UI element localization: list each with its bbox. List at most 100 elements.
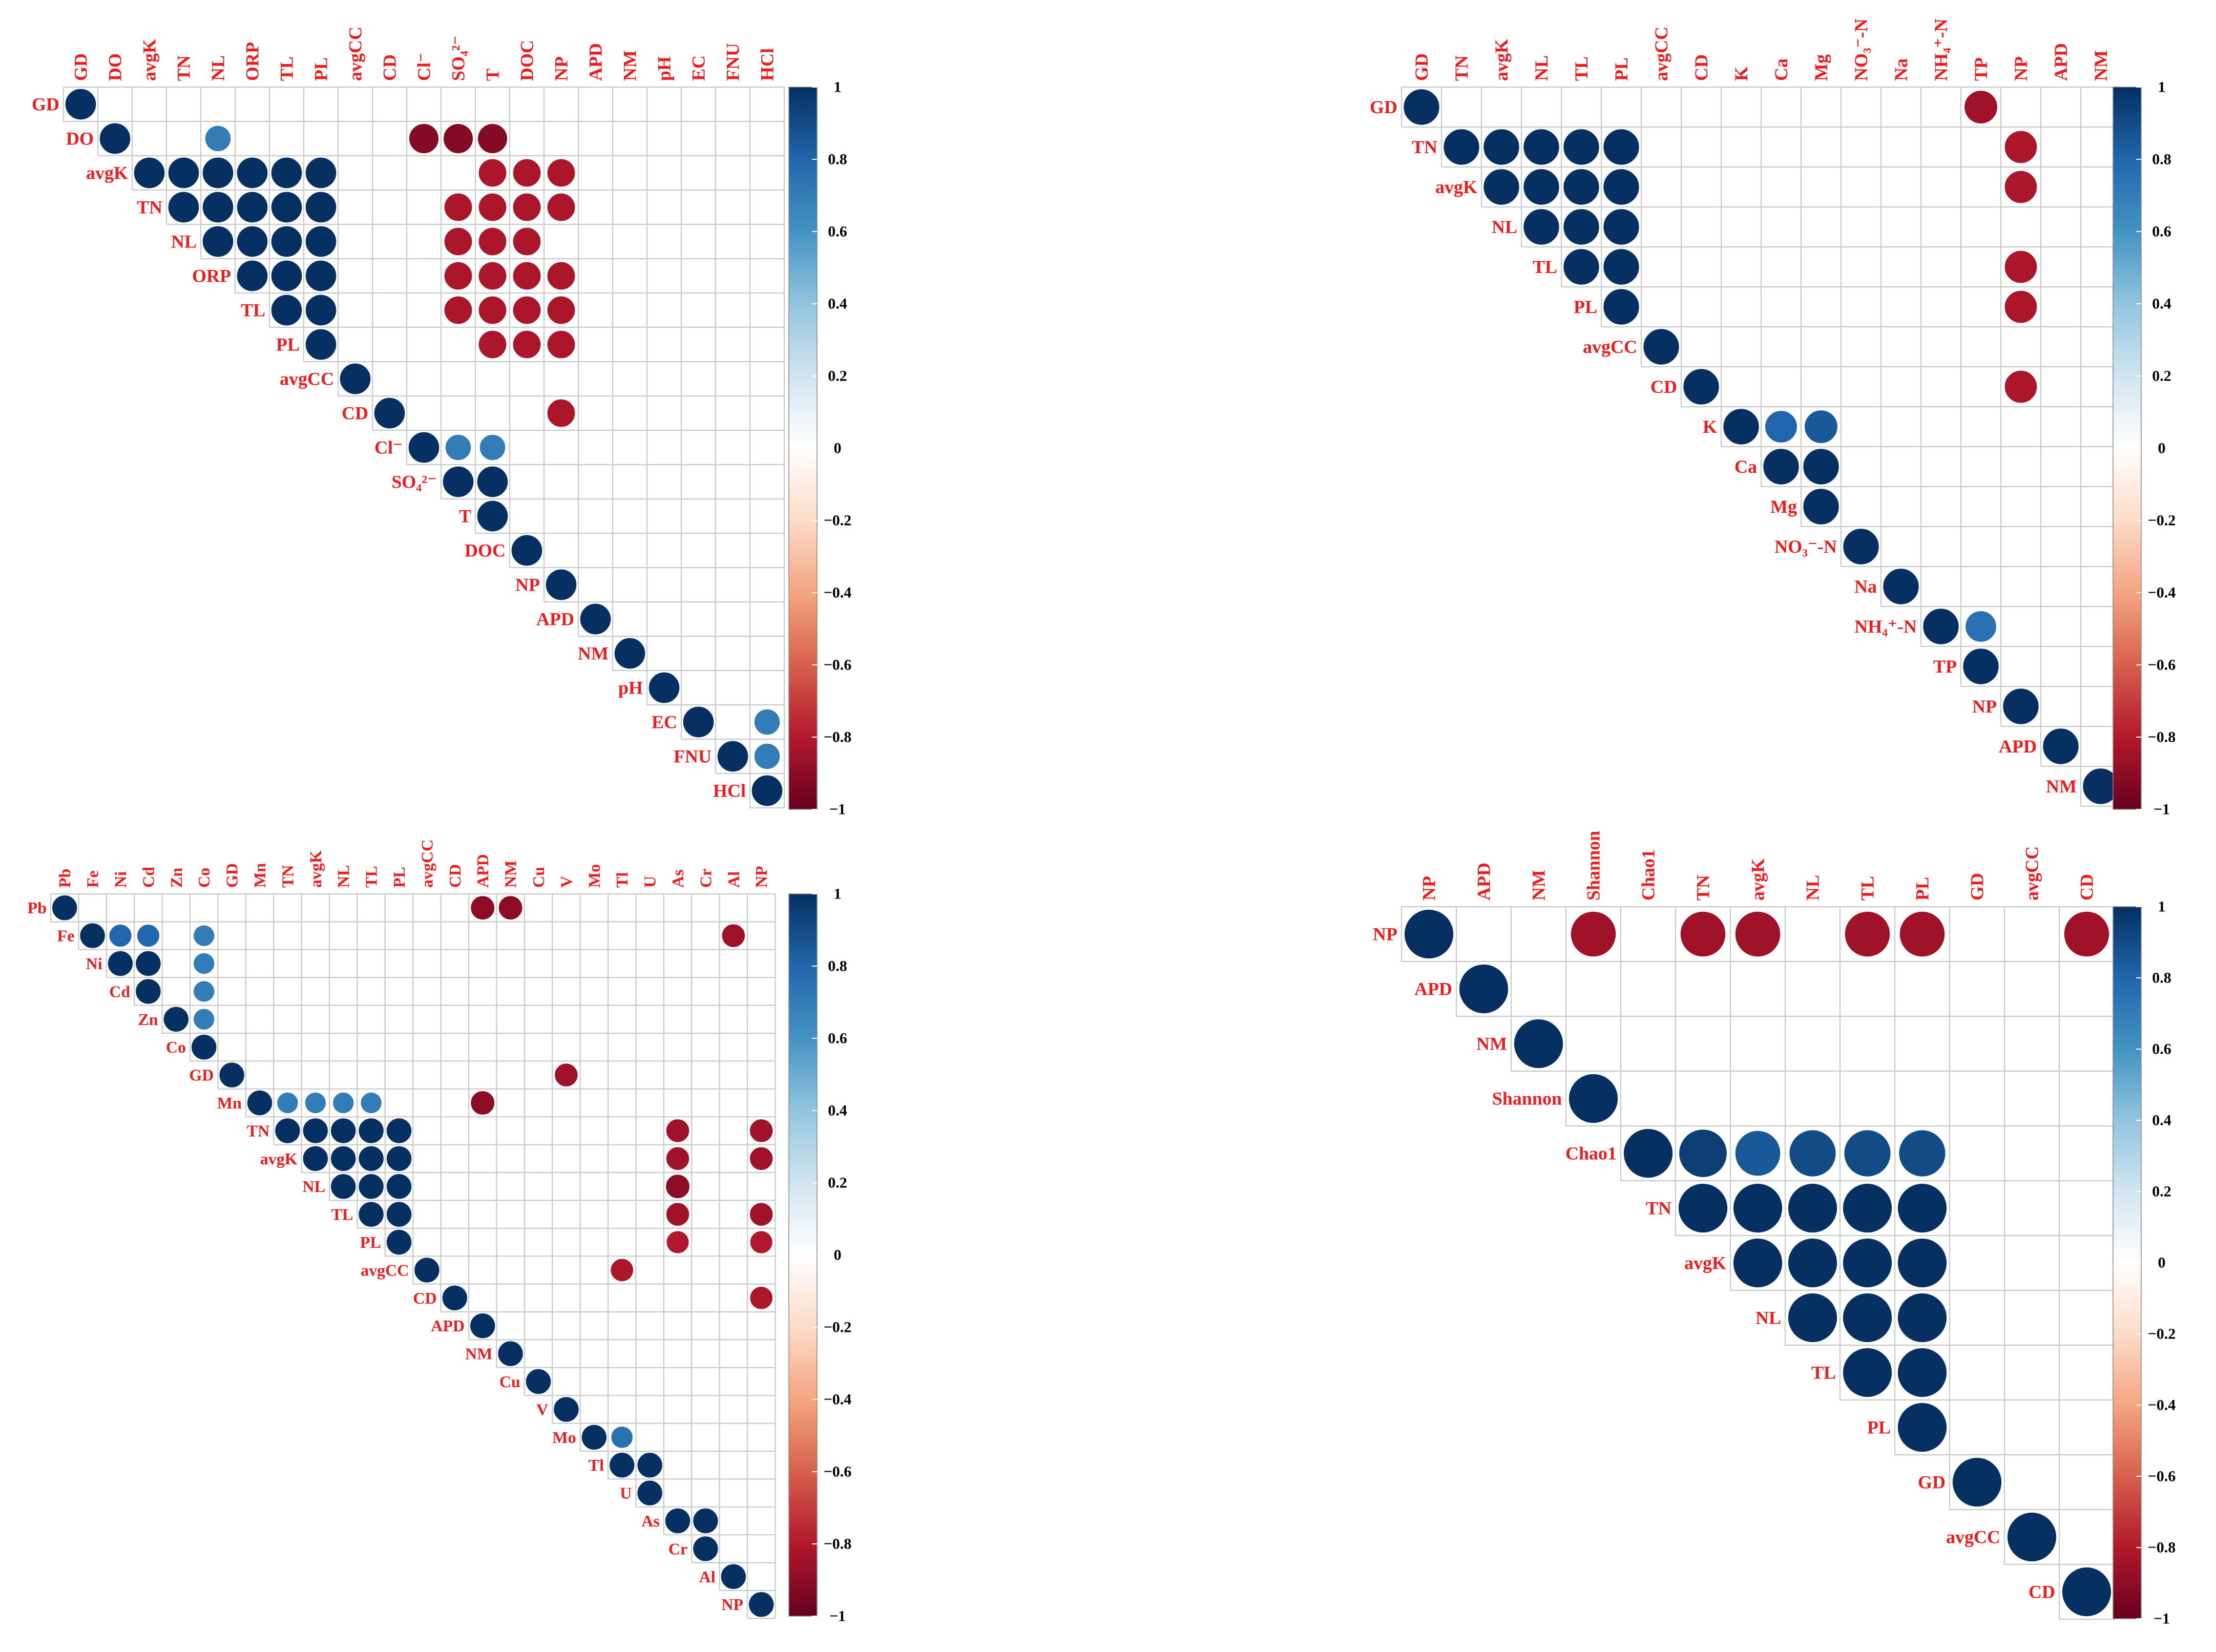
col-label-nl: NL [208, 55, 228, 81]
colorbar-tick-label: −0.4 [824, 1391, 852, 1408]
row-label-nl: NL [303, 1177, 325, 1196]
corr-circle-nh-n-nh-n [1921, 607, 1960, 646]
corr-circle-nh-n-tp [1964, 610, 1998, 643]
corr-circle-nl-tl [1841, 1291, 1894, 1344]
col-label-cd: CD [2077, 874, 2097, 901]
corr-circle-nl-nl [330, 1173, 357, 1200]
col-label-chao1: Chao1 [1638, 849, 1659, 901]
row-label-cd: CD [342, 403, 368, 424]
corr-circle-ca-ca [1762, 447, 1801, 486]
row-label-avgcc: avgCC [280, 369, 334, 389]
row-label-avgcc: avgCC [1583, 337, 1637, 357]
row-label-mo: Mo [552, 1428, 576, 1447]
row-labels: GD DO avgK TN NL ORP TL PL avgCC CD Cl⁻ SO₄²⁻ T DOC NP… [32, 94, 746, 801]
corr-circle-tl-tl [609, 1452, 636, 1479]
corr-circle-tp-tp [1961, 647, 2000, 686]
row-label-avgcc: avgCC [361, 1261, 409, 1279]
corr-circle-avgk-t [477, 158, 508, 188]
col-label-apd: APD [473, 854, 492, 888]
colorbar-tick-label: −0.6 [824, 1463, 852, 1480]
corr-circle-cu-cu [525, 1368, 552, 1395]
corr-circle-avgk-pl [1602, 168, 1641, 206]
col-label-v: V [557, 876, 575, 888]
row-label-so: SO₄²⁻ [391, 472, 437, 492]
col-label-tn: TN [1693, 875, 1713, 901]
col-label-pl: PL [311, 57, 331, 81]
corr-circle-al-al [720, 1563, 747, 1590]
column-labels: GD TN avgK NL TL PL avgCC CD K Ca Mg NO₃⁻-N Na NH₄⁺-N… [1411, 18, 2111, 81]
colorbar-tick-label: −0.4 [2148, 1397, 2176, 1414]
corr-circle-cl-so [444, 433, 472, 462]
colorbar-tick-label: 0.4 [2152, 296, 2171, 312]
corr-circle-np-np [2001, 687, 2040, 726]
corr-circle-pb-nm [498, 895, 524, 921]
corr-circle-tn-avgk [1482, 128, 1521, 166]
col-label-apd: APD [2051, 43, 2071, 81]
col-label-avgcc: avgCC [345, 27, 366, 81]
col-label-apd: APD [1474, 863, 1494, 901]
row-label-cl: Cl⁻ [374, 437, 403, 458]
corr-circle-chao1-avgk [1733, 1129, 1782, 1178]
row-label-nl: NL [1755, 1308, 1781, 1328]
corr-circle-tl-pl [304, 294, 338, 327]
col-label-doc: DOC [517, 40, 537, 81]
corr-circle-pl-np [2003, 289, 2038, 324]
row-label-cd: Cd [109, 982, 130, 1000]
colorbar-tick-label: −0.4 [824, 584, 852, 601]
row-label-k: K [1703, 416, 1717, 437]
corr-circle-avgk-nl [1522, 168, 1561, 206]
col-label-avgcc: avgCC [2022, 846, 2042, 901]
corr-circle-tn-avgk [302, 1117, 329, 1144]
corr-circle-nl-nl [201, 225, 235, 258]
corr-circle-nm-nm [1512, 1017, 1565, 1070]
corr-circle-pl-pl [304, 328, 338, 361]
corr-circle-ec-ec [682, 705, 715, 739]
row-label-shannon: Shannon [1492, 1089, 1562, 1109]
col-label-co: Co [195, 868, 213, 888]
corr-circle-np-shannon [1569, 910, 1618, 958]
corr-circle-mn-mn [246, 1090, 273, 1116]
corr-circle-as-as [664, 1508, 691, 1534]
colorbar-tick-label: 0.8 [828, 958, 847, 975]
corr-circle-mo-tl [610, 1426, 634, 1449]
corr-circle-pb-pb [51, 894, 78, 922]
col-label-hcl: HCl [757, 48, 778, 81]
correlation-circles [64, 88, 784, 807]
corr-circle-avgk-np [2003, 170, 2038, 204]
corr-circle-tn-tn [1677, 1182, 1729, 1235]
col-label-pl: PL [390, 867, 408, 888]
col-label-np: NP [1419, 876, 1439, 901]
colorbar-tick-label: −0.6 [2148, 657, 2176, 674]
row-label-doc: DOC [465, 540, 506, 561]
row-label-nm: NM [578, 643, 609, 664]
corrplot-panel-2: GD TN avgK NL TL PL avgCC CD K Ca Mg NO₃⁻-N Na NH₄⁺-N… [1108, 0, 2216, 825]
corr-circle-avgcc-avgcc [1642, 327, 1681, 366]
corr-circle-k-ca [1764, 409, 1799, 444]
corr-circle-np-cd [2062, 910, 2111, 958]
corr-circle-fe-cd [136, 924, 160, 948]
column-labels: GD DO avgK TN NL ORP TL PL avgCC CD Cl⁻ SO₄²⁻ T DOC NP… [71, 27, 778, 81]
corr-circle-tn-doc [512, 192, 542, 222]
corr-circle-apd-apd [2041, 727, 2080, 766]
corr-circle-tn-tn [1442, 128, 1481, 166]
grid-lines [50, 893, 776, 1619]
corr-circle-do-nl [204, 124, 232, 153]
corr-circle-no-n-no-n [1842, 527, 1880, 566]
corr-circle-tl-np [546, 295, 576, 325]
colorbar-tick-label: −1 [2154, 801, 2170, 818]
row-label-tl: TL [1811, 1363, 1836, 1383]
corr-circle-pl-pl [1896, 1401, 1949, 1454]
corr-circle-tn-as [665, 1118, 690, 1143]
row-label-tn: TN [137, 197, 162, 218]
row-label-tn: TN [247, 1121, 269, 1140]
col-label-np: NP [2011, 56, 2031, 81]
corr-circle-mn-avgk [304, 1092, 327, 1114]
row-label-nm: NM [2046, 776, 2077, 797]
corr-circle-np-np [1403, 908, 1455, 960]
corr-circle-fe-co [193, 924, 215, 947]
corr-circle-cd-co [193, 980, 215, 1003]
corr-circle-tn-tn [274, 1117, 301, 1144]
row-label-t: T [459, 506, 471, 527]
corr-circle-np-pl [1898, 910, 1947, 958]
col-label-avgcc: avgCC [417, 840, 436, 888]
